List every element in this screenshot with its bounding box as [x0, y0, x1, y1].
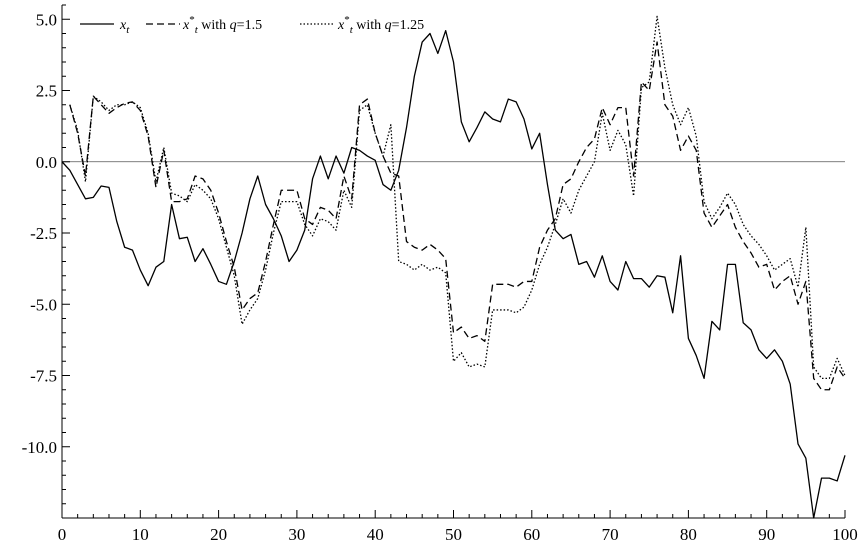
- y-tick-label: -7.5: [30, 367, 57, 386]
- x-tick-label: 40: [367, 525, 384, 544]
- x-tick-label: 100: [832, 525, 858, 544]
- x-tick-label: 70: [602, 525, 619, 544]
- y-tick-label: 2.5: [36, 82, 57, 101]
- series-line-dotted: [69, 15, 846, 379]
- series-group: [61, 15, 846, 519]
- legend: xt x*t with q=1.5 x*t with q=1.25: [80, 14, 424, 36]
- x-tick-label: 90: [758, 525, 775, 544]
- legend-label: x*t with q=1.5: [182, 14, 262, 36]
- series-line-dashed: [69, 41, 846, 391]
- series-line-solid: [61, 30, 846, 519]
- y-tick-label: -2.5: [30, 224, 57, 243]
- y-tick-label: 0.0: [36, 153, 57, 172]
- x-tick-label: 30: [288, 525, 305, 544]
- y-tick-label: -10.0: [22, 438, 57, 457]
- x-tick-label: 10: [132, 525, 149, 544]
- x-tick-label: 80: [680, 525, 697, 544]
- x-tick-label: 20: [210, 525, 227, 544]
- y-tick-label: -5.0: [30, 295, 57, 314]
- x-tick-label: 50: [445, 525, 462, 544]
- legend-label: xt: [119, 18, 130, 36]
- x-tick-label: 60: [523, 525, 540, 544]
- ticks: 5.0 2.5 0.0 -2.5 -5.0 -7.5 -10.0 0 10 20 30 40 50 60 7…: [22, 4, 858, 544]
- legend-label: x*t with q=1.25: [337, 14, 424, 36]
- y-tick-label: 5.0: [36, 10, 57, 29]
- x-tick-label: 0: [58, 525, 67, 544]
- axes: [61, 5, 845, 519]
